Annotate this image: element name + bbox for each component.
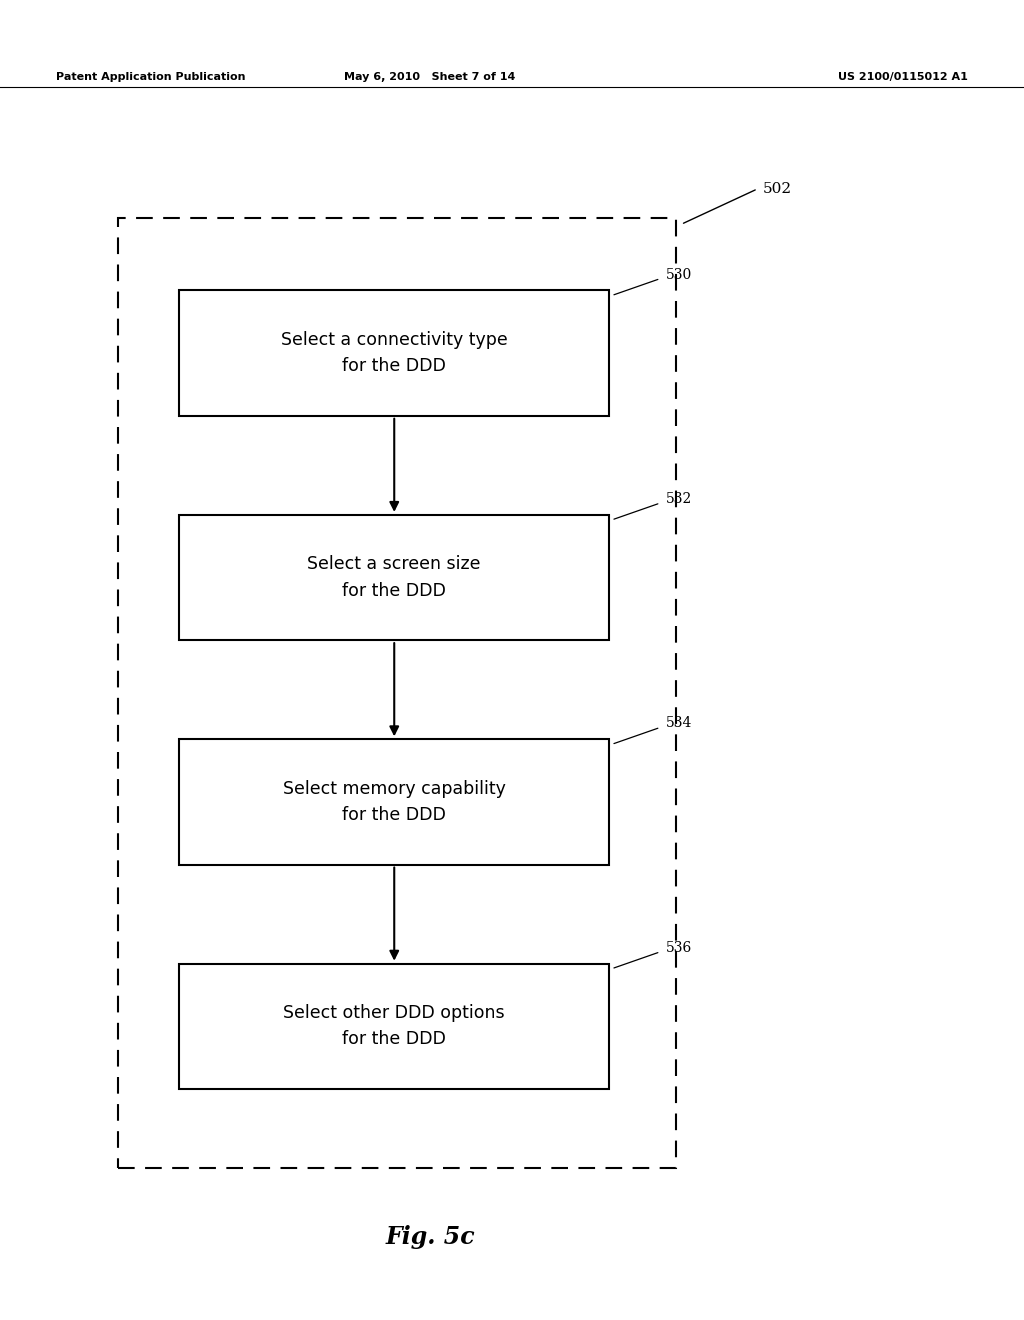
Text: Patent Application Publication: Patent Application Publication <box>56 73 246 82</box>
Text: US 2100/0115012 A1: US 2100/0115012 A1 <box>838 73 968 82</box>
Bar <box>179 290 609 416</box>
Text: 532: 532 <box>666 492 692 506</box>
Text: 530: 530 <box>666 268 692 281</box>
Text: Select memory capability
for the DDD: Select memory capability for the DDD <box>283 780 506 824</box>
Bar <box>179 739 609 865</box>
Bar <box>179 964 609 1089</box>
Text: Fig. 5c: Fig. 5c <box>385 1225 475 1249</box>
Text: 502: 502 <box>763 182 792 195</box>
Bar <box>118 218 676 1168</box>
Text: May 6, 2010   Sheet 7 of 14: May 6, 2010 Sheet 7 of 14 <box>344 73 516 82</box>
Text: Select a screen size
for the DDD: Select a screen size for the DDD <box>307 556 481 599</box>
Text: Select a connectivity type
for the DDD: Select a connectivity type for the DDD <box>281 331 508 375</box>
Bar <box>179 515 609 640</box>
Text: Select other DDD options
for the DDD: Select other DDD options for the DDD <box>284 1005 505 1048</box>
Text: 534: 534 <box>666 717 692 730</box>
Text: 536: 536 <box>666 941 692 954</box>
